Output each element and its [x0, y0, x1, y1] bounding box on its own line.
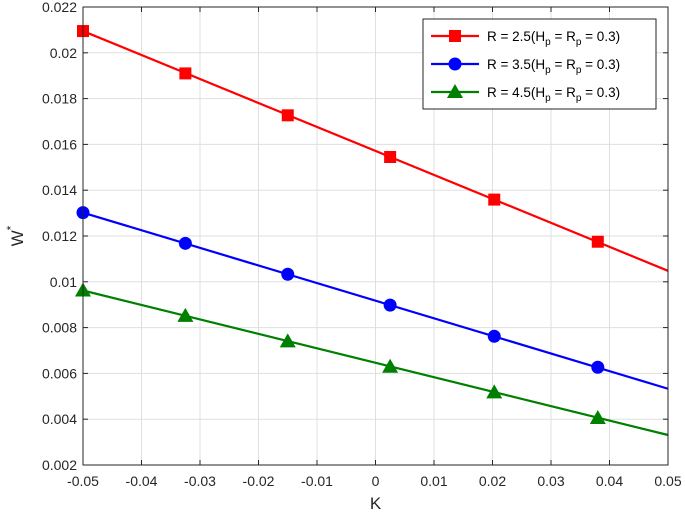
y-tick-label: 0.01 — [50, 274, 77, 290]
y-tick-label: 0.002 — [42, 457, 77, 473]
legend-label: R = 4.5(Hp = Rp = 0.3) — [487, 85, 620, 104]
x-axis-label: K — [370, 494, 382, 513]
legend-text: R = 2.5(H — [487, 29, 545, 44]
x-tick-label: 0.03 — [537, 473, 564, 489]
x-tick-label: -0.04 — [126, 473, 158, 489]
square-marker — [384, 150, 397, 163]
legend-item-3: R = 4.5(Hp = Rp = 0.3) — [431, 84, 620, 104]
x-tick-label: -0.02 — [243, 473, 275, 489]
triangle-marker — [279, 333, 296, 348]
triangle-marker — [486, 384, 503, 399]
axis-ticks — [82, 6, 669, 466]
y-tick-label: 0.018 — [42, 91, 77, 107]
legend-text: = 0.3) — [581, 85, 620, 100]
legend-subscript: p — [545, 37, 551, 48]
y-tick-label: 0.02 — [50, 45, 77, 61]
legend-item-1: R = 2.5(Hp = Rp = 0.3) — [431, 29, 620, 48]
series-3 — [75, 282, 669, 437]
y-tick-labels: 0.002 0.004 0.006 0.008 0.01 0.012 0.014 0.016 0… — [42, 0, 77, 473]
circle-marker — [487, 329, 501, 343]
legend-box — [422, 18, 657, 110]
series-line — [82, 289, 669, 437]
y-tick-label: 0.006 — [42, 365, 77, 381]
circle-marker — [281, 267, 295, 281]
legend-text: = 0.3) — [581, 29, 620, 44]
legend-label: R = 3.5(Hp = Rp = 0.3) — [487, 57, 620, 76]
y-tick-label: 0.016 — [42, 136, 77, 152]
x-tick-label: 0.02 — [479, 473, 506, 489]
legend-square-marker — [449, 30, 461, 42]
x-tick-label: -0.01 — [301, 473, 333, 489]
legend-text: = R — [551, 85, 576, 100]
legend-label: R = 2.5(Hp = Rp = 0.3) — [487, 29, 620, 48]
square-marker — [281, 109, 294, 122]
legend-subscript: p — [576, 37, 582, 48]
square-marker — [179, 67, 192, 80]
square-marker — [488, 193, 501, 206]
legend-text: = R — [551, 57, 576, 72]
legend-subscript: p — [576, 65, 582, 76]
y-tick-label: 0.022 — [42, 0, 77, 15]
legend-subscript: p — [545, 65, 551, 76]
legend-text: = 0.3) — [581, 57, 620, 72]
x-tick-labels: -0.05 -0.04 -0.03 -0.02 -0.01 0 0.01 0.02 0.03 0.… — [67, 473, 682, 489]
circle-marker — [383, 298, 397, 312]
triangle-marker — [589, 410, 606, 425]
x-tick-label: -0.05 — [67, 473, 99, 489]
x-tick-label: 0.01 — [420, 473, 447, 489]
triangle-marker — [382, 358, 399, 373]
legend-text: R = 3.5(H — [487, 57, 545, 72]
x-tick-label: -0.03 — [184, 473, 216, 489]
x-tick-label: 0.05 — [654, 473, 681, 489]
legend-text: = R — [551, 29, 576, 44]
legend: R = 2.5(Hp = Rp = 0.3)R = 3.5(Hp = Rp = … — [422, 18, 657, 110]
legend-subscript: p — [576, 93, 582, 104]
triangle-marker — [177, 307, 194, 322]
legend-text: R = 4.5(H — [487, 85, 545, 100]
square-marker — [591, 235, 604, 248]
y-axis-label: W* — [4, 225, 27, 246]
y-tick-label: 0.012 — [42, 228, 77, 244]
legend-subscript: p — [545, 93, 551, 104]
legend-circle-marker — [448, 57, 462, 71]
circle-marker — [591, 360, 605, 374]
x-tick-label: 0.04 — [596, 473, 623, 489]
y-tick-label: 0.008 — [42, 320, 77, 336]
y-tick-label: 0.004 — [42, 411, 77, 427]
legend-triangle-marker — [447, 84, 463, 98]
x-tick-label: 0 — [372, 473, 380, 489]
circle-marker — [178, 236, 192, 250]
y-tick-label: 0.014 — [42, 182, 77, 198]
legend-item-2: R = 3.5(Hp = Rp = 0.3) — [431, 57, 620, 76]
